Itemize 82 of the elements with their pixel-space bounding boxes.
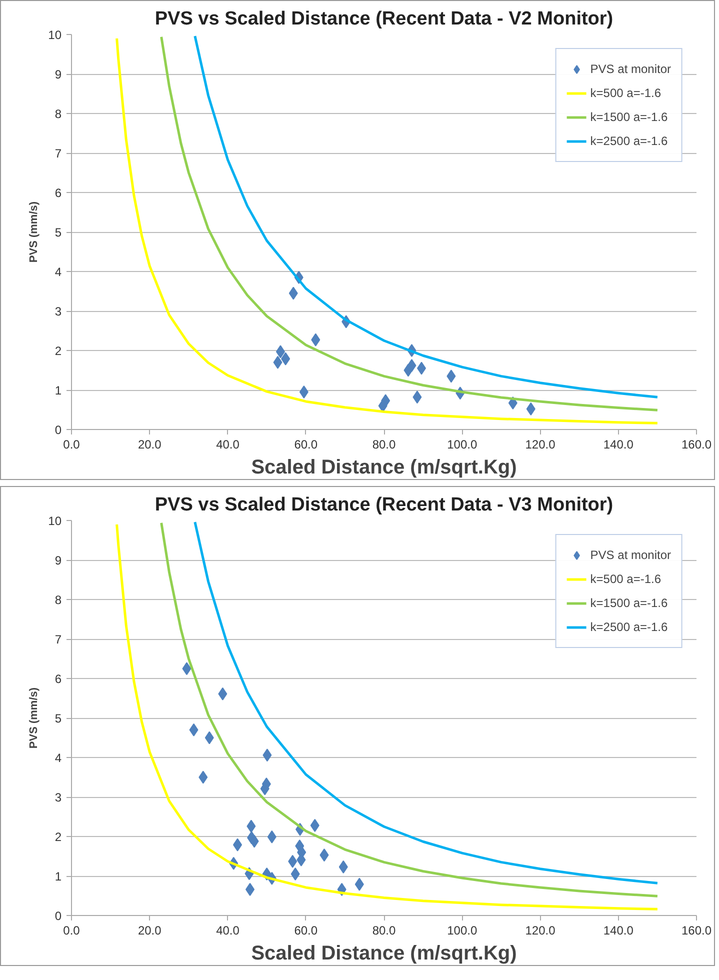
x-tick-label: 20.0 bbox=[138, 438, 162, 452]
point bbox=[299, 385, 308, 398]
y-tick-label: 5 bbox=[54, 712, 62, 726]
point bbox=[320, 848, 329, 862]
legend-label: k=1500 a=-1.6 bbox=[590, 596, 668, 610]
point bbox=[267, 830, 276, 844]
y-tick-label: 5 bbox=[54, 226, 62, 240]
point bbox=[288, 854, 298, 868]
y-axis-title: PVS (mm/s) bbox=[28, 687, 40, 749]
point bbox=[246, 820, 256, 833]
point bbox=[276, 345, 285, 358]
x-tick-label: 0.0 bbox=[63, 438, 80, 452]
chart-title: PVS vs Scaled Distance (Recent Data - V3 Monitor) bbox=[154, 494, 614, 516]
point bbox=[446, 370, 456, 383]
x-tick-label: 100.0 bbox=[447, 924, 478, 938]
point bbox=[404, 364, 413, 377]
y-tick-label: 9 bbox=[54, 68, 62, 82]
x-tick-label: 160.0 bbox=[681, 924, 712, 938]
y-tick-label: 4 bbox=[54, 265, 62, 279]
x-tick-label: 140.0 bbox=[603, 438, 634, 452]
point bbox=[281, 352, 290, 366]
y-tick-label: 2 bbox=[54, 830, 62, 844]
y-tick-label: 1 bbox=[54, 870, 62, 884]
legend-label: PVS at monitor bbox=[590, 62, 671, 76]
x-axis-title: Scaled Distance (m/sqrt.Kg) bbox=[251, 942, 517, 964]
legend-label: PVS at monitor bbox=[590, 548, 671, 562]
point bbox=[204, 731, 214, 744]
point bbox=[290, 868, 300, 881]
y-tick-label: 10 bbox=[48, 514, 62, 528]
point bbox=[412, 390, 422, 404]
legend-label: k=500 a=-1.6 bbox=[590, 86, 662, 100]
point bbox=[288, 286, 298, 300]
y-tick-label: 8 bbox=[54, 593, 62, 607]
y-tick-label: 9 bbox=[54, 554, 62, 568]
y-tick-label: 8 bbox=[54, 107, 62, 121]
x-axis-title: Scaled Distance (m/sqrt.Kg) bbox=[251, 456, 517, 478]
chart-title: PVS vs Scaled Distance (Recent Data - V2 Monitor) bbox=[154, 8, 614, 30]
point bbox=[378, 399, 388, 412]
point bbox=[218, 687, 228, 700]
y-tick-label: 7 bbox=[54, 146, 62, 160]
x-tick-label: 120.0 bbox=[525, 438, 556, 452]
point bbox=[526, 402, 536, 416]
y-tick-label: 6 bbox=[54, 186, 62, 200]
x-tick-label: 140.0 bbox=[603, 924, 634, 938]
y-axis-title: PVS (mm/s) bbox=[28, 201, 40, 263]
y-tick-label: 3 bbox=[54, 790, 62, 804]
legend-label: k=1500 a=-1.6 bbox=[590, 110, 668, 124]
x-tick-label: 80.0 bbox=[372, 438, 396, 452]
y-tick-label: 10 bbox=[48, 28, 62, 42]
point bbox=[250, 834, 259, 848]
point bbox=[233, 838, 242, 852]
point bbox=[262, 748, 272, 762]
legend-label: k=500 a=-1.6 bbox=[590, 572, 662, 586]
x-tick-label: 120.0 bbox=[525, 924, 556, 938]
y-tick-label: 0 bbox=[54, 423, 62, 437]
x-tick-label: 0.0 bbox=[63, 924, 80, 938]
y-tick-label: 0 bbox=[54, 909, 62, 923]
legend-label: k=2500 a=-1.6 bbox=[590, 620, 668, 634]
x-tick-label: 40.0 bbox=[216, 924, 240, 938]
point bbox=[354, 878, 364, 891]
point bbox=[273, 356, 282, 369]
y-tick-label: 2 bbox=[54, 344, 62, 358]
legend-label: k=2500 a=-1.6 bbox=[590, 134, 668, 148]
point bbox=[246, 882, 255, 896]
y-tick-label: 1 bbox=[54, 384, 62, 398]
y-tick-label: 7 bbox=[54, 632, 62, 646]
point bbox=[189, 723, 198, 736]
point bbox=[310, 818, 320, 832]
x-tick-label: 80.0 bbox=[372, 924, 396, 938]
x-tick-label: 160.0 bbox=[681, 438, 712, 452]
y-tick-label: 3 bbox=[54, 304, 62, 318]
x-tick-label: 20.0 bbox=[138, 924, 162, 938]
point bbox=[198, 770, 208, 784]
point bbox=[338, 860, 348, 874]
point bbox=[182, 662, 192, 676]
y-tick-label: 4 bbox=[54, 751, 62, 765]
x-tick-label: 60.0 bbox=[294, 924, 318, 938]
point bbox=[311, 333, 320, 346]
y-tick-label: 6 bbox=[54, 672, 62, 686]
x-tick-label: 100.0 bbox=[447, 438, 478, 452]
x-tick-label: 60.0 bbox=[294, 438, 318, 452]
x-tick-label: 40.0 bbox=[216, 438, 240, 452]
